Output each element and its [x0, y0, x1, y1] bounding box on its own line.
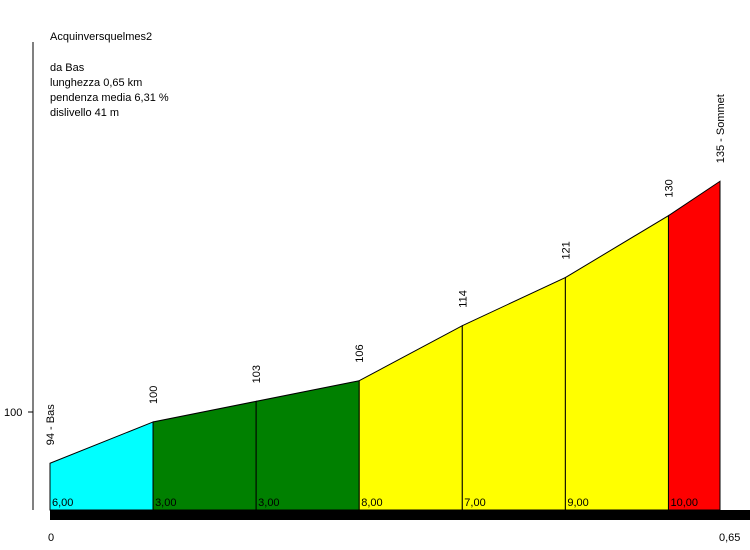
- distance-axis-bar: [50, 510, 750, 520]
- profile-segment: [255, 380, 360, 511]
- profile-segment: [152, 400, 257, 511]
- elevation-label: 103: [251, 365, 263, 383]
- x-tick-label-start: 0: [48, 532, 54, 544]
- segment-gradient-label: 6,00: [52, 497, 73, 509]
- start-label: da Bas: [50, 62, 85, 74]
- elevation-label: 121: [560, 241, 572, 259]
- gradient-label: pendenza media 6,31 %: [50, 92, 169, 104]
- profile-title: Acquinversquelmes2: [50, 31, 153, 43]
- elevation-label: 100: [148, 386, 160, 404]
- profile-segment: [564, 214, 669, 511]
- elevation-label: 135 - Sommet: [715, 94, 727, 163]
- segment-gradient-label: 3,00: [258, 497, 279, 509]
- elevation-label: 114: [457, 290, 469, 308]
- segment-gradient-label: 3,00: [155, 497, 176, 509]
- segments-layer: [49, 180, 721, 511]
- segment-gradient-label: 8,00: [361, 497, 382, 509]
- elevation-label: 130: [663, 179, 675, 197]
- segment-gradient-label: 7,00: [464, 497, 485, 509]
- elevation-label: 106: [354, 344, 366, 362]
- elevation-gain-label: dislivello 41 m: [50, 107, 120, 119]
- elevation-label: 94 - Bas: [45, 404, 57, 445]
- profile-segment: [667, 180, 721, 511]
- length-label: lunghezza 0,65 km: [50, 77, 143, 89]
- segment-gradient-label: 10,00: [670, 497, 698, 509]
- y-tick-label: 100: [4, 407, 22, 419]
- profile-segment: [358, 324, 463, 511]
- x-tick-label-end: 0,65: [719, 532, 740, 544]
- labels-layer: 6,00 3,00 3,00 8,00 7,00 9,00 10,00 94 - Bas 100…: [45, 94, 727, 509]
- profile-segment: [461, 276, 566, 511]
- segment-gradient-label: 9,00: [567, 497, 588, 509]
